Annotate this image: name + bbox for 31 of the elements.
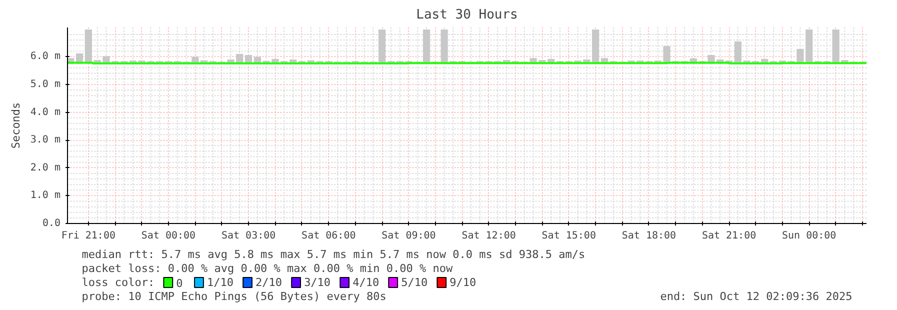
legend-label: 1/10 [207,276,234,289]
legend-label: 5/10 [401,276,428,289]
text: probe: 10 ICMP Echo Pings (56 Bytes) every 80s [82,290,386,303]
text: packet loss: 0.00 % avg 0.00 % max 0.00 % min 0.00 % now [82,262,453,275]
y-tick-label: 4.0 m [30,106,61,118]
x-tick-label: Sat 00:00 [141,230,196,242]
y-tick-label: 2.0 m [30,162,61,174]
x-tick-label: Sat 09:00 [382,230,436,242]
x-tick-label: Sat 18:00 [622,230,676,242]
x-tick-label: Sat 21:00 [702,230,756,242]
x-tick-label: Sun 00:00 [782,230,836,242]
legend-label: 9/10 [450,276,476,289]
legend-label: 3/10 [304,276,331,289]
y-axis-title: Seconds [9,102,22,149]
x-tick-label: Fri 21:00 [61,230,116,242]
y-tick-label: 0.0 [42,218,60,229]
legend-label: 2/10 [256,276,282,289]
chart-title: Last 30 Hours [416,8,518,22]
y-tick-label: 3.0 m [30,134,61,146]
text: end: Sun Oct 12 02:09:36 2025 [660,290,852,303]
y-tick-label: 6.0 m [30,51,61,62]
y-tick-label: 5.0 m [30,78,61,90]
x-tick-label: Sat 06:00 [302,230,356,242]
legend-title: loss color: [82,276,155,289]
y-tick-label: 1.0 m [30,190,61,202]
x-tick-label: Sat 12:00 [462,230,516,242]
legend-label: 0 [176,277,183,290]
x-tick-label: Sat 15:00 [542,230,596,242]
x-tick-label: Sat 03:00 [221,230,276,242]
legend-label: 4/10 [352,276,380,289]
text: median rtt: 5.7 ms avg 5.8 ms max 5.7 ms min 5.7 ms now 0.0 ms sd 938.5 am/s [82,248,586,261]
